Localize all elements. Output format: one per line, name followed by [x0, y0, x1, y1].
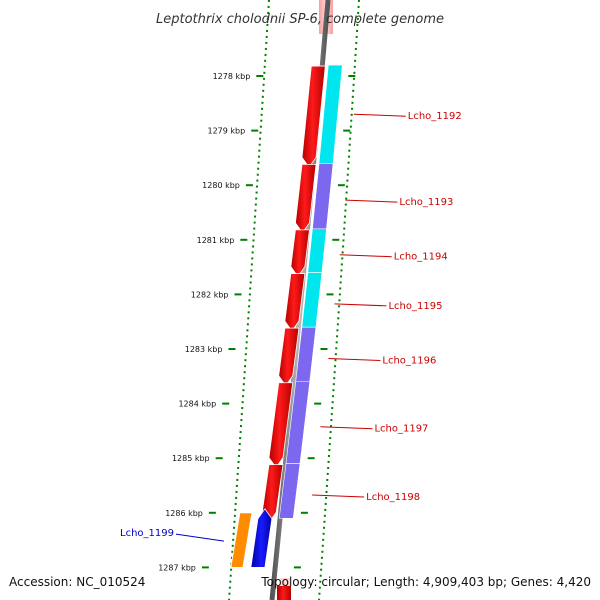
scale-rings — [228, 0, 360, 600]
feature-edge-bottom-pink — [280, 578, 290, 586]
gene-leader-line — [353, 113, 406, 117]
cds-arrow — [290, 229, 310, 278]
accession-text: Accession: NC_010524 — [9, 575, 145, 589]
cds-arrow-plus — [250, 508, 273, 568]
cds-arrow — [301, 65, 326, 169]
gene-leader-line — [328, 357, 381, 361]
gene-labels: Lcho_1192 Lcho_1193 Lcho_1194 Lcho_1195 Lcho… — [120, 111, 462, 542]
inner-dotted-ring — [228, 0, 270, 600]
outer-dotted-ring — [318, 0, 360, 600]
gene-label[interactable]: Lcho_1195 — [388, 301, 442, 312]
gene-leader-line — [320, 426, 373, 430]
gene-label[interactable]: Lcho_1197 — [374, 424, 428, 435]
tick-label: 1280 kbp — [202, 181, 240, 190]
gene-leader-line — [312, 494, 365, 498]
tick-label: 1284 kbp — [178, 400, 216, 409]
gene-label[interactable]: Lcho_1198 — [366, 492, 420, 503]
gene-leader-line — [334, 303, 387, 307]
feature-edge-bottom — [277, 586, 291, 600]
map-title: Leptothrix cholodnii SP-6, complete geno… — [156, 12, 444, 27]
cds-arrow — [268, 382, 294, 469]
scale-ticks: 1278 kbp 1279 kbp 1280 kbp 1281 kbp 1282 kbp… — [158, 72, 356, 572]
cds-arrow — [278, 327, 300, 387]
tick-label: 1278 kbp — [213, 72, 251, 81]
gene-label[interactable]: Lcho_1192 — [408, 111, 462, 122]
gene-features — [230, 64, 343, 568]
cds-minus-strand — [250, 65, 326, 568]
gene-label[interactable]: Lcho_1194 — [394, 252, 448, 263]
gene-label[interactable]: Lcho_1196 — [382, 355, 436, 366]
gene-feature-bar — [278, 463, 301, 519]
gene-leader-line — [339, 254, 392, 258]
gene-label[interactable]: Lcho_1199 — [120, 528, 174, 539]
cds-arrow — [261, 464, 284, 523]
tick-label: 1281 kbp — [197, 236, 235, 245]
tick-label: 1283 kbp — [185, 345, 223, 354]
gene-feature-bar — [307, 228, 327, 273]
gene-label[interactable]: Lcho_1193 — [399, 197, 453, 208]
cds-arrow — [295, 163, 317, 234]
tick-label: 1287 kbp — [158, 563, 196, 572]
gene-feature-bar — [230, 512, 253, 568]
gene-leader-line — [175, 533, 225, 542]
tick-label: 1279 kbp — [208, 127, 246, 136]
tick-label: 1286 kbp — [165, 509, 203, 518]
gene-feature-bar — [312, 163, 334, 230]
tick-label: 1282 kbp — [191, 290, 229, 299]
gene-leader-line — [345, 199, 398, 203]
tick-label: 1285 kbp — [172, 454, 210, 463]
genome-summary-text: Topology: circular; Length: 4,909,403 bp… — [260, 575, 591, 589]
cds-arrow — [284, 273, 306, 332]
